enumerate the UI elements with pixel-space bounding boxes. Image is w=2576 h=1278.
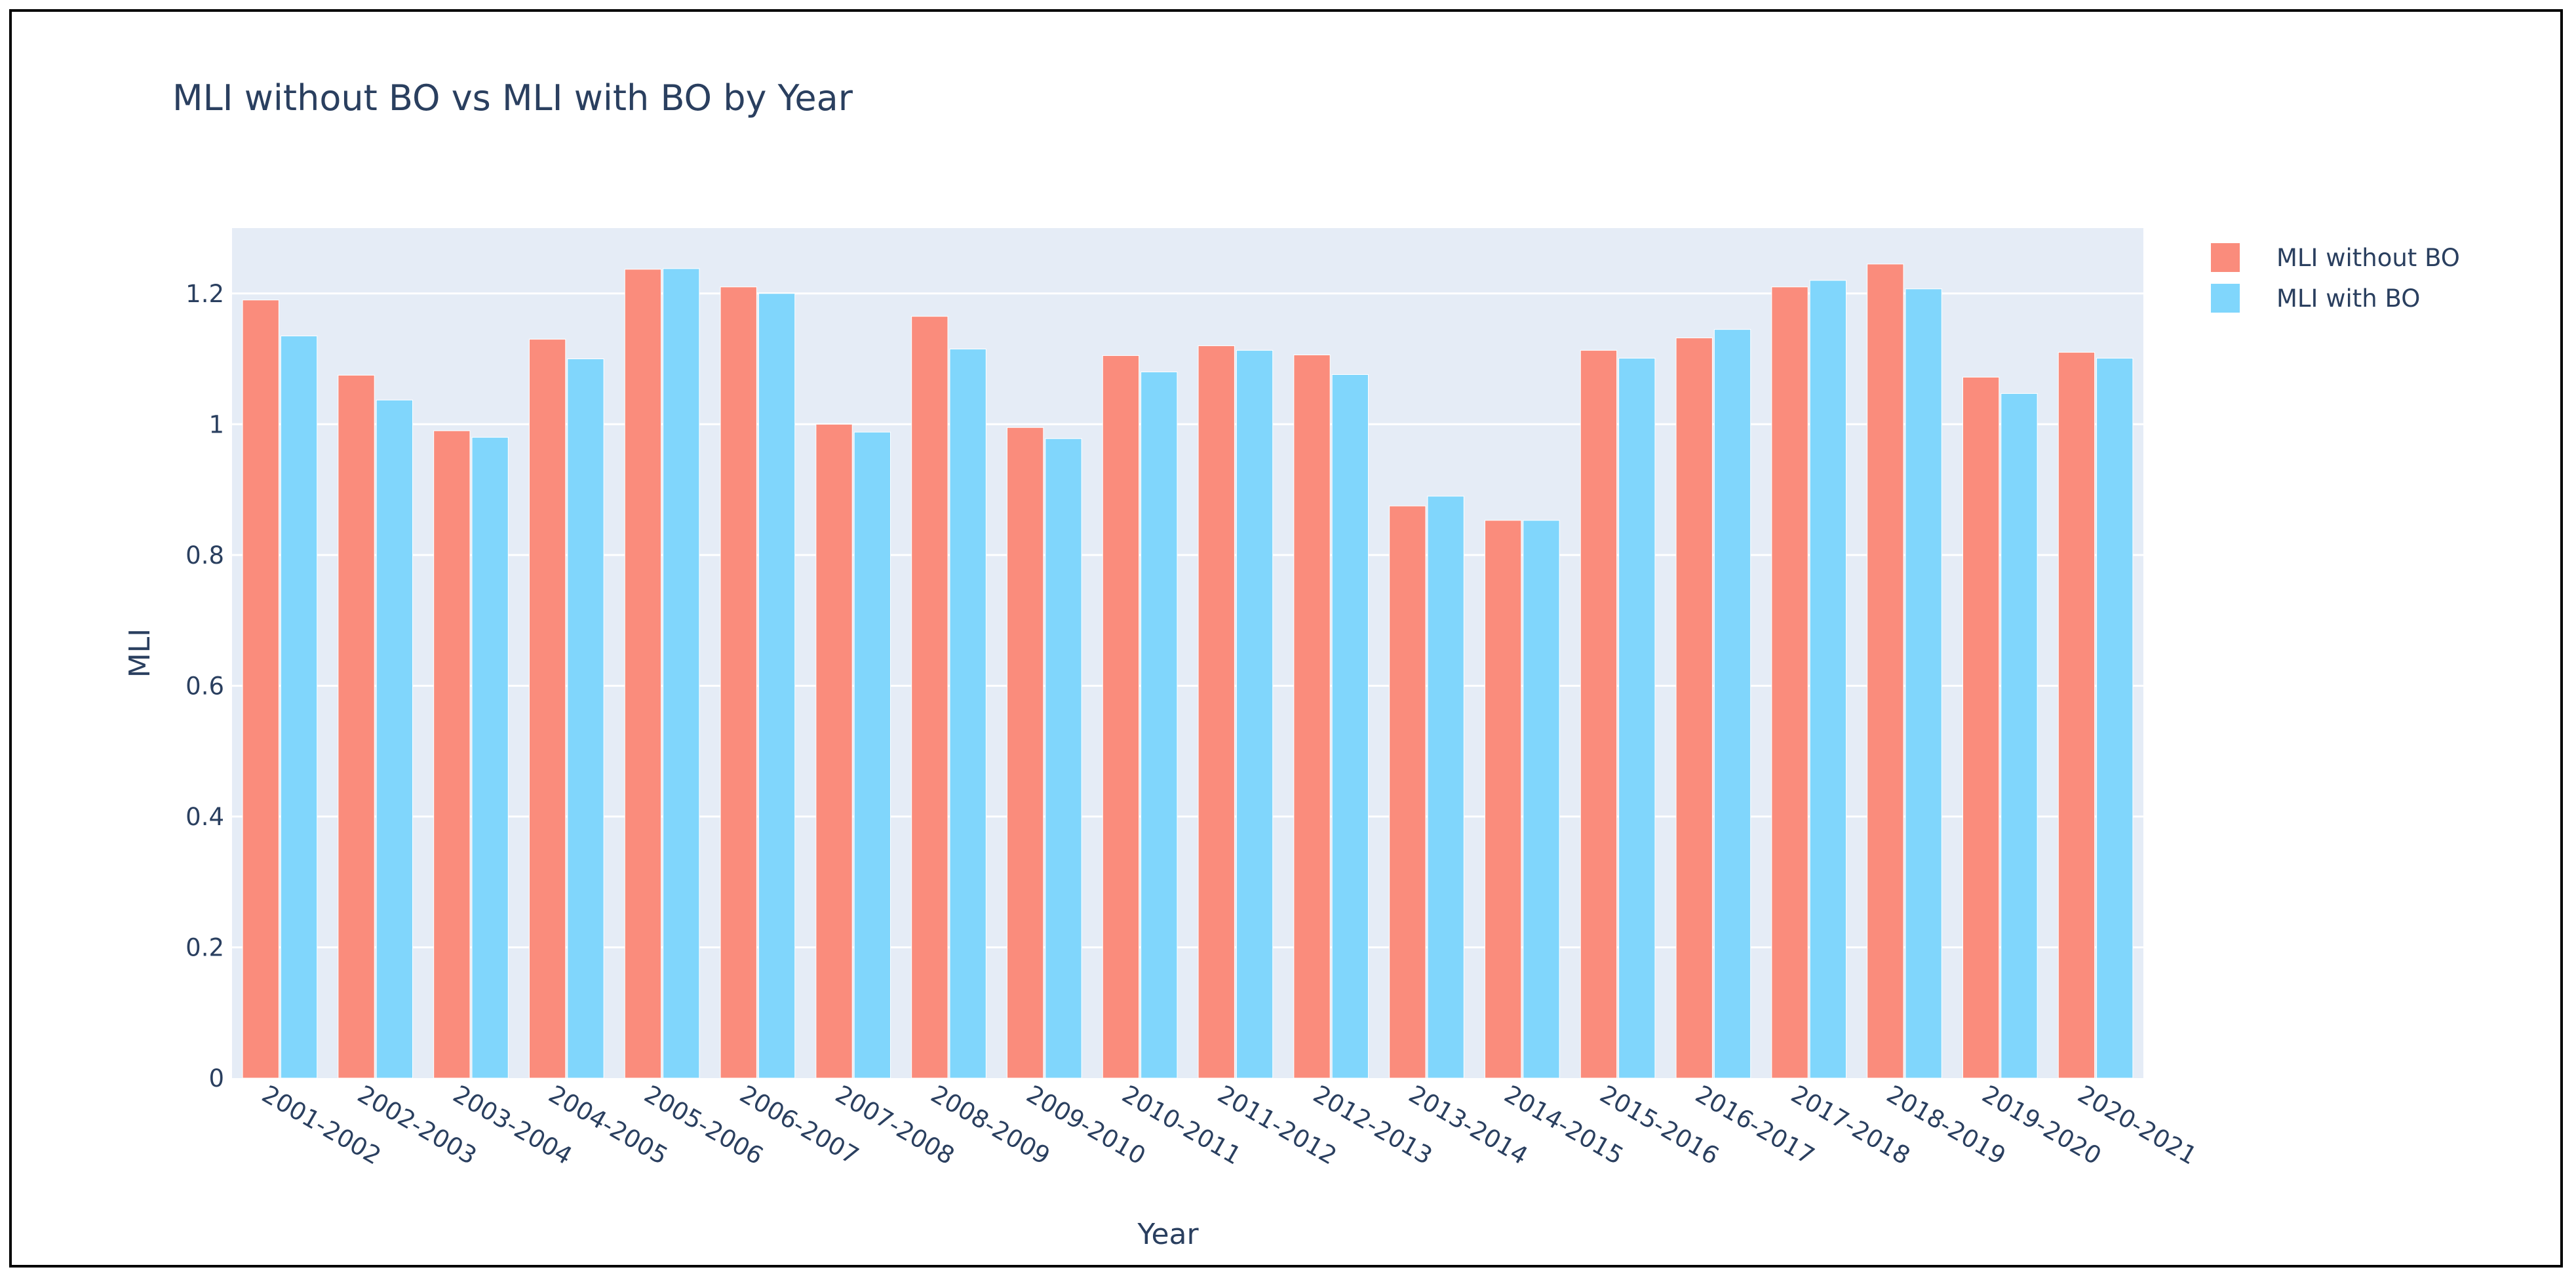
bar-with-bo-2015-2016[interactable] (1618, 358, 1656, 1079)
bar-with-bo-2006-2007[interactable] (758, 293, 796, 1079)
bar-without-bo-2009-2010[interactable] (1006, 427, 1044, 1079)
bar-with-bo-2020-2021[interactable] (2096, 358, 2134, 1079)
legend[interactable]: MLI without BO MLI with BO (2211, 243, 2460, 313)
bar-without-bo-2014-2015[interactable] (1484, 520, 1522, 1079)
bar-without-bo-2008-2009[interactable] (911, 316, 948, 1079)
bar-with-bo-2005-2006[interactable] (663, 268, 700, 1079)
bars (242, 263, 2134, 1079)
x-axis-ticks: 2001-20022002-20032003-20042004-20052005… (257, 1080, 2201, 1171)
legend-label[interactable]: MLI with BO (2276, 284, 2420, 313)
bar-with-bo-2004-2005[interactable] (567, 358, 604, 1079)
bar-with-bo-2014-2015[interactable] (1523, 520, 1560, 1079)
bar-without-bo-2002-2003[interactable] (338, 374, 375, 1079)
y-axis-title: MLI (123, 629, 157, 678)
bar-without-bo-2010-2011[interactable] (1102, 355, 1140, 1079)
legend-label[interactable]: MLI without BO (2276, 244, 2460, 272)
bar-without-bo-2007-2008[interactable] (815, 423, 853, 1079)
bar-with-bo-2008-2009[interactable] (949, 349, 986, 1079)
bar-without-bo-2005-2006[interactable] (624, 269, 662, 1079)
y-axis-ticks: 0 0.2 0.4 0.6 0.8 1 1.2 (185, 280, 224, 1093)
legend-swatch[interactable] (2211, 284, 2240, 313)
y-tick-label: 0.4 (185, 803, 224, 831)
bar-without-bo-2003-2004[interactable] (433, 430, 471, 1079)
bar-with-bo-2001-2002[interactable] (280, 336, 318, 1079)
bar-without-bo-2015-2016[interactable] (1580, 350, 1618, 1079)
bar-with-bo-2016-2017[interactable] (1713, 329, 1751, 1079)
x-axis-title: Year (1137, 1218, 1199, 1251)
bar-without-bo-2001-2002[interactable] (242, 300, 279, 1079)
bar-with-bo-2018-2019[interactable] (1905, 288, 1942, 1079)
bar-without-bo-2019-2020[interactable] (1962, 376, 2000, 1079)
y-tick-label: 0.2 (185, 933, 224, 961)
bar-with-bo-2003-2004[interactable] (471, 436, 509, 1079)
bar-without-bo-2004-2005[interactable] (528, 339, 566, 1079)
bar-chart: MLI without BO vs MLI with BO by Year 00… (123, 77, 2460, 1251)
y-tick-label: 0 (208, 1064, 224, 1093)
plot-area (232, 228, 2143, 1078)
bar-with-bo-2017-2018[interactable] (1809, 280, 1847, 1079)
bar-without-bo-2006-2007[interactable] (720, 286, 757, 1079)
y-tick-label: 0.8 (185, 541, 224, 570)
bar-without-bo-2018-2019[interactable] (1867, 263, 1904, 1079)
chart-title: MLI without BO vs MLI with BO by Year (172, 77, 853, 119)
bar-with-bo-2007-2008[interactable] (853, 431, 891, 1079)
bar-with-bo-2009-2010[interactable] (1045, 438, 1082, 1079)
y-tick-label: 1.2 (185, 280, 224, 308)
bar-without-bo-2012-2013[interactable] (1293, 355, 1331, 1079)
bar-with-bo-2019-2020[interactable] (2000, 393, 2038, 1079)
bar-without-bo-2020-2021[interactable] (2058, 352, 2096, 1079)
bar-with-bo-2012-2013[interactable] (1331, 374, 1369, 1079)
bar-without-bo-2016-2017[interactable] (1675, 338, 1713, 1079)
legend-swatch[interactable] (2211, 243, 2240, 272)
y-tick-label: 0.6 (185, 672, 224, 700)
bar-with-bo-2011-2012[interactable] (1236, 350, 1274, 1079)
bar-with-bo-2010-2011[interactable] (1141, 371, 1178, 1079)
bar-with-bo-2002-2003[interactable] (376, 399, 414, 1079)
bar-without-bo-2017-2018[interactable] (1771, 286, 1808, 1079)
bar-with-bo-2013-2014[interactable] (1427, 495, 1464, 1079)
y-tick-label: 1 (208, 410, 224, 438)
bar-without-bo-2013-2014[interactable] (1389, 505, 1426, 1079)
bar-without-bo-2011-2012[interactable] (1198, 345, 1235, 1079)
